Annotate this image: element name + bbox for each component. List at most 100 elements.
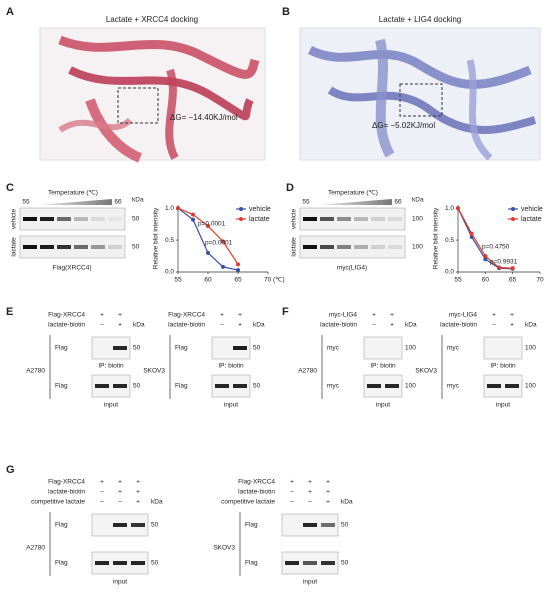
antibody-label: myc bbox=[327, 383, 340, 390]
treatment-mark: + bbox=[510, 312, 514, 319]
band bbox=[303, 217, 317, 221]
row-label: lactate bbox=[11, 237, 18, 257]
band bbox=[371, 217, 385, 221]
input-label: input bbox=[224, 402, 238, 409]
treatment-mark: + bbox=[118, 312, 122, 319]
treatment-label: lactate-biotin bbox=[440, 322, 477, 329]
kda-size: 50 bbox=[253, 383, 261, 390]
data-point bbox=[206, 250, 210, 255]
treatment-mark: + bbox=[390, 312, 394, 319]
blot bbox=[19, 207, 126, 231]
treatment-mark: + bbox=[136, 499, 140, 506]
x-tick-label: 70 (℃) bbox=[264, 277, 285, 284]
antibody-label: Flag bbox=[55, 383, 68, 390]
band bbox=[321, 561, 335, 565]
antibody-label: Flag bbox=[55, 560, 68, 567]
antibody-label: Flag bbox=[175, 383, 188, 390]
panel-letter: C bbox=[6, 182, 14, 194]
temperature-wedge bbox=[318, 199, 392, 205]
data-point bbox=[483, 254, 488, 259]
cell-line: SKOV3 bbox=[213, 545, 235, 552]
treatment-label: myc-LIG4 bbox=[329, 312, 358, 319]
temperature-label: Temperature (℃) bbox=[328, 190, 378, 197]
band bbox=[303, 523, 317, 527]
band bbox=[74, 217, 88, 221]
temperature-high: 66 bbox=[394, 199, 402, 206]
treatment-mark: − bbox=[100, 499, 104, 506]
kda-size: 50 bbox=[132, 216, 140, 223]
legend-label: vehicle bbox=[249, 206, 271, 213]
band bbox=[23, 217, 37, 221]
data-point bbox=[236, 268, 240, 273]
band bbox=[371, 245, 385, 249]
data-point bbox=[176, 206, 180, 211]
kda-header: kDa bbox=[341, 499, 353, 506]
antibody-label: myc bbox=[327, 345, 340, 352]
band bbox=[337, 245, 351, 249]
kda-header: kDa bbox=[405, 322, 417, 329]
band bbox=[388, 245, 402, 249]
ip-label: IP: biotin bbox=[218, 363, 244, 370]
panel-letter: B bbox=[282, 6, 290, 18]
x-tick-label: 70 bbox=[536, 277, 544, 284]
treatment-mark: + bbox=[118, 322, 122, 329]
band bbox=[113, 523, 127, 527]
antibody-label: Flag bbox=[245, 522, 258, 529]
blot bbox=[483, 374, 523, 398]
band bbox=[113, 561, 127, 565]
temperature-label: Temperature (℃) bbox=[48, 190, 98, 197]
blot bbox=[211, 336, 251, 360]
band bbox=[233, 346, 247, 350]
band bbox=[108, 217, 122, 221]
delta-g: ΔG= −5.02KJ/mol bbox=[372, 121, 435, 130]
blot bbox=[363, 374, 403, 398]
band bbox=[23, 245, 37, 249]
antibody-label: Flag(XRCC4) bbox=[52, 265, 91, 272]
kda-size: 50 bbox=[151, 522, 159, 529]
band bbox=[113, 384, 127, 388]
kda-header: kDa bbox=[132, 197, 144, 204]
antibody-label: Flag bbox=[175, 345, 188, 352]
band bbox=[40, 217, 54, 221]
kda-size: 50 bbox=[253, 345, 261, 352]
kda-size: 50 bbox=[132, 244, 140, 251]
input-label: input bbox=[113, 579, 127, 586]
kda-header: kDa bbox=[133, 322, 145, 329]
blot bbox=[91, 374, 131, 398]
treatment-label: lactate-biotin bbox=[238, 489, 275, 496]
kda-size: 100 bbox=[412, 244, 423, 251]
antibody-label: myc bbox=[447, 345, 460, 352]
ip-label: IP: biotin bbox=[98, 363, 124, 370]
data-point bbox=[191, 217, 195, 222]
data-point bbox=[191, 212, 195, 217]
y-tick-label: 1.0 bbox=[165, 205, 174, 212]
x-tick-label: 55 bbox=[454, 277, 462, 284]
y-tick-label: 1.0 bbox=[445, 205, 454, 212]
band bbox=[40, 245, 54, 249]
y-tick-label: 0.0 bbox=[165, 269, 174, 276]
data-point bbox=[497, 265, 501, 270]
data-point bbox=[236, 262, 240, 267]
treatment-mark: − bbox=[290, 499, 294, 506]
treatment-mark: + bbox=[118, 479, 122, 486]
band bbox=[95, 561, 109, 565]
treatment-mark: + bbox=[238, 322, 242, 329]
treatment-label: Flag-XRCC4 bbox=[238, 479, 275, 486]
kda-size: 50 bbox=[133, 383, 141, 390]
legend-label: lactate bbox=[249, 216, 270, 223]
ip-label: IP: biotin bbox=[490, 363, 516, 370]
band bbox=[487, 384, 501, 388]
kda-size: 50 bbox=[341, 560, 349, 567]
kda-header: kDa bbox=[151, 499, 163, 506]
panel-title: Lactate + XRCC4 docking bbox=[106, 15, 198, 24]
treatment-mark: + bbox=[290, 479, 294, 486]
blot bbox=[19, 235, 126, 259]
y-axis-label: Relative blot intensity bbox=[433, 207, 440, 269]
docking-image-a bbox=[39, 27, 266, 163]
cell-line: A2780 bbox=[26, 368, 45, 375]
treatment-mark: + bbox=[100, 312, 104, 319]
treatment-mark: − bbox=[220, 322, 224, 329]
blot bbox=[483, 336, 523, 360]
band bbox=[57, 245, 71, 249]
